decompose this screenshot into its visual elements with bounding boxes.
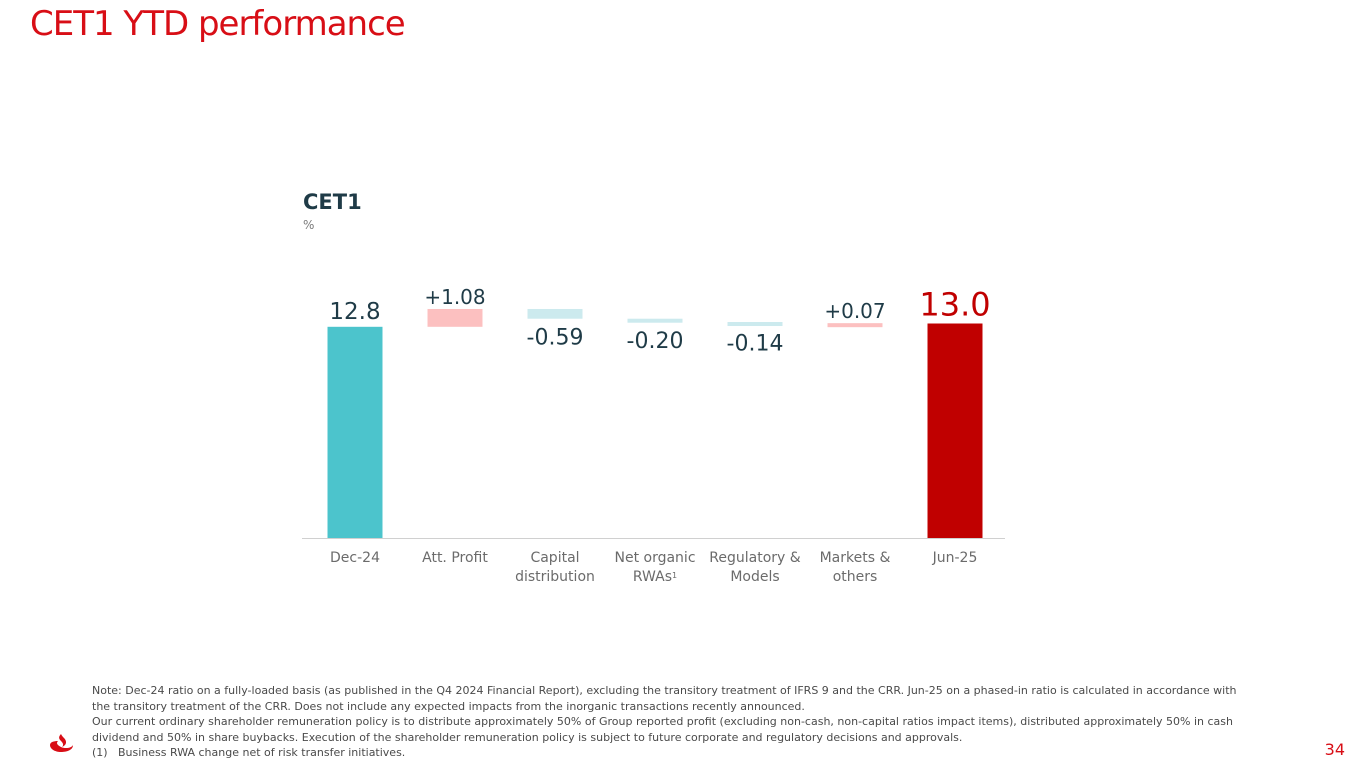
note-line-1: Note: Dec-24 ratio on a fully-loaded bas… xyxy=(92,684,1237,713)
footnote-text: Business RWA change net of risk transfer… xyxy=(118,746,406,759)
data-label-4: -0.20 xyxy=(627,329,684,354)
slide-title: CET1 YTD performance xyxy=(30,4,406,44)
chart-title: CET1 xyxy=(303,190,362,214)
category-label-5: Regulatory & Models xyxy=(709,550,801,585)
data-label-5: -0.14 xyxy=(727,331,784,356)
waterfall-bar-4 xyxy=(627,318,683,323)
data-label-7: 13.0 xyxy=(919,286,990,324)
category-label-3: Capital distribution xyxy=(515,550,595,585)
footnote-marker: 1 xyxy=(672,571,678,580)
waterfall-bar-7 xyxy=(927,323,983,538)
footnote-number: (1) xyxy=(92,746,108,759)
waterfall-bar-2 xyxy=(427,308,483,327)
category-label-7: Jun-25 xyxy=(932,550,978,566)
santander-flame-logo-icon xyxy=(50,734,73,752)
page-number: 34 xyxy=(1324,740,1345,759)
footnote-1: (1) Business RWA change net of risk trans… xyxy=(92,745,1252,761)
category-label-6: Markets & others xyxy=(819,550,891,585)
data-label-3: -0.59 xyxy=(527,326,584,351)
waterfall-bar-1 xyxy=(327,326,383,538)
waterfall-bar-5 xyxy=(727,322,783,327)
waterfall-bar-3 xyxy=(527,308,583,319)
chart-unit: % xyxy=(303,218,315,232)
category-label-1: Dec-24 xyxy=(330,550,380,566)
data-label-1: 12.8 xyxy=(329,299,380,325)
waterfall-bar-6 xyxy=(827,323,883,328)
data-label-6: +0.07 xyxy=(824,299,885,323)
notes: Note: Dec-24 ratio on a fully-loaded bas… xyxy=(92,683,1252,761)
category-label-4: Net organic RWAs1 xyxy=(614,550,696,585)
note-line-2: Our current ordinary shareholder remuner… xyxy=(92,715,1233,744)
data-label-2: +1.08 xyxy=(424,285,485,309)
category-label-2: Att. Profit xyxy=(422,550,488,566)
